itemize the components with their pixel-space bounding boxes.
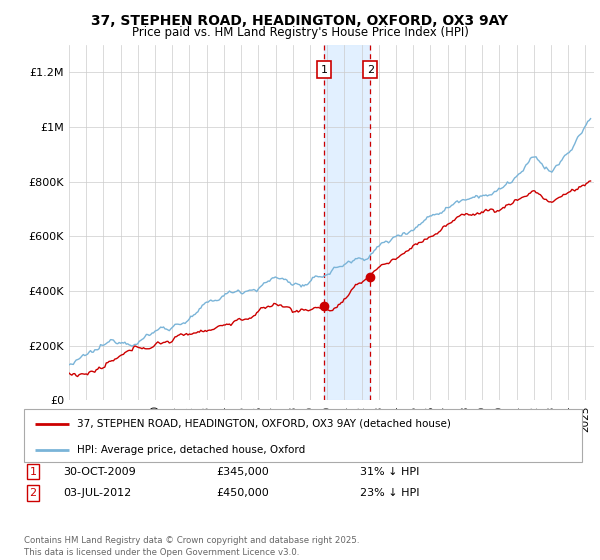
Bar <box>324 45 370 400</box>
Text: £345,000: £345,000 <box>216 466 269 477</box>
Text: Price paid vs. HM Land Registry's House Price Index (HPI): Price paid vs. HM Land Registry's House … <box>131 26 469 39</box>
Text: 31% ↓ HPI: 31% ↓ HPI <box>360 466 419 477</box>
Text: 1: 1 <box>29 466 37 477</box>
Text: 23% ↓ HPI: 23% ↓ HPI <box>360 488 419 498</box>
Text: 03-JUL-2012: 03-JUL-2012 <box>63 488 131 498</box>
Text: £450,000: £450,000 <box>216 488 269 498</box>
Text: 37, STEPHEN ROAD, HEADINGTON, OXFORD, OX3 9AY: 37, STEPHEN ROAD, HEADINGTON, OXFORD, OX… <box>91 14 509 28</box>
Text: 1: 1 <box>321 65 328 74</box>
Text: 30-OCT-2009: 30-OCT-2009 <box>63 466 136 477</box>
Text: 37, STEPHEN ROAD, HEADINGTON, OXFORD, OX3 9AY (detached house): 37, STEPHEN ROAD, HEADINGTON, OXFORD, OX… <box>77 419 451 429</box>
Text: Contains HM Land Registry data © Crown copyright and database right 2025.
This d: Contains HM Land Registry data © Crown c… <box>24 536 359 557</box>
Text: 2: 2 <box>367 65 374 74</box>
Text: 2: 2 <box>29 488 37 498</box>
Text: HPI: Average price, detached house, Oxford: HPI: Average price, detached house, Oxfo… <box>77 445 305 455</box>
